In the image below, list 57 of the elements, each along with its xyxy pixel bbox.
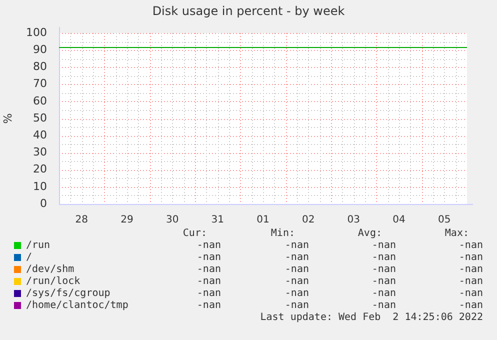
text: -nan bbox=[284, 288, 309, 300]
x-tick-label: 28 bbox=[75, 214, 88, 226]
text: -nan bbox=[372, 288, 396, 300]
text: -nan bbox=[284, 240, 309, 252]
y-tick-label: 10 bbox=[32, 180, 47, 193]
y-axis-title: % bbox=[2, 113, 15, 124]
text: -nan bbox=[372, 264, 396, 276]
x-tick-label: 31 bbox=[211, 214, 224, 226]
y-tick-label: 50 bbox=[32, 111, 47, 124]
text: -nan bbox=[458, 276, 483, 288]
text: -nan bbox=[458, 288, 483, 300]
text: Max: bbox=[444, 228, 469, 240]
text: -nan bbox=[284, 276, 309, 288]
text: -nan bbox=[284, 264, 309, 276]
x-tick-label: 03 bbox=[347, 214, 360, 226]
text: -nan bbox=[196, 264, 221, 276]
x-tick-label: 01 bbox=[256, 214, 270, 226]
text: -nan bbox=[196, 276, 221, 288]
text: -nan bbox=[284, 300, 309, 312]
text: -nan bbox=[372, 276, 396, 288]
text: -nan bbox=[372, 240, 396, 252]
x-tick-label: 02 bbox=[302, 214, 315, 226]
chart-title: Disk usage in percent - by week bbox=[151, 4, 346, 18]
text: -nan bbox=[458, 240, 483, 252]
y-tick-label: 40 bbox=[32, 128, 47, 142]
text: -nan bbox=[372, 252, 396, 264]
y-tick-label: 90 bbox=[32, 42, 47, 56]
legend-label: /run/lock bbox=[26, 276, 80, 288]
legend-label: /dev/shm bbox=[26, 264, 74, 276]
y-tick-label: 80 bbox=[32, 60, 47, 74]
x-tick-label: 04 bbox=[392, 214, 406, 226]
y-tick-label: 0 bbox=[40, 196, 47, 210]
text: Min: bbox=[270, 228, 295, 240]
x-tick-label: 30 bbox=[166, 214, 179, 226]
text: -nan bbox=[196, 252, 221, 264]
y-tick-label: 30 bbox=[32, 146, 47, 159]
text: Last update: Wed Feb 2 14:25:06 2022 bbox=[260, 312, 483, 324]
text: -nan bbox=[458, 300, 483, 312]
legend-label: /run bbox=[26, 240, 50, 252]
text: -nan bbox=[196, 288, 221, 300]
legend-label: /home/clantoc/tmp bbox=[26, 300, 128, 312]
text: -nan bbox=[458, 264, 483, 276]
text: -nan bbox=[196, 240, 221, 252]
legend-label: /sys/fs/cgroup bbox=[26, 288, 110, 300]
legend-label: / bbox=[26, 252, 32, 264]
x-tick-label: 29 bbox=[120, 214, 134, 226]
y-tick-label: 20 bbox=[32, 162, 47, 176]
text: Cur: bbox=[182, 228, 207, 240]
text: -nan bbox=[284, 252, 309, 264]
text: -nan bbox=[196, 300, 221, 312]
text: -nan bbox=[458, 252, 483, 264]
y-tick-label: 100 bbox=[26, 26, 47, 39]
text: Avg: bbox=[358, 228, 382, 240]
text: -nan bbox=[372, 300, 396, 312]
x-tick-label: 05 bbox=[438, 214, 451, 226]
y-tick-label: 70 bbox=[32, 77, 47, 90]
y-tick-label: 60 bbox=[32, 94, 47, 108]
